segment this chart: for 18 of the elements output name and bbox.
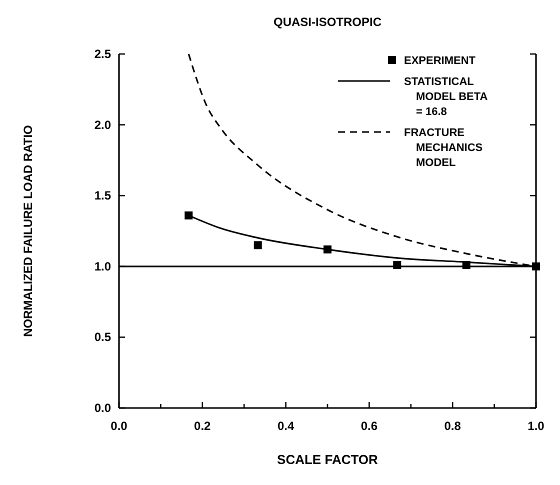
legend-label: STATISTICAL MODEL BETA = 16.8 bbox=[404, 76, 488, 118]
x-axis-title: SCALE FACTOR bbox=[277, 452, 379, 467]
legend-label: FRACTURE MECHANICS MODEL bbox=[404, 127, 483, 169]
x-tick-label: 0.4 bbox=[277, 419, 294, 433]
y-tick-label: 0.5 bbox=[94, 330, 112, 344]
y-tick-label: 2.0 bbox=[94, 118, 112, 132]
x-tick-label: 0.0 bbox=[110, 419, 128, 433]
chart-title: QUASI-ISOTROPIC bbox=[273, 15, 382, 29]
y-tick-label: 1.5 bbox=[94, 188, 112, 203]
y-tick-label: 0.0 bbox=[94, 401, 112, 415]
y-tick-label: 2.5 bbox=[94, 47, 112, 61]
y-axis-title: NORMALIZED FAILURE LOAD RATIO bbox=[21, 125, 35, 337]
x-tick-label: 0.8 bbox=[444, 419, 462, 433]
x-tick-label: 1.0 bbox=[528, 419, 545, 433]
legend-label: EXPERIMENT bbox=[404, 55, 476, 67]
y-tick-label: 1.0 bbox=[94, 259, 112, 274]
x-tick-label: 0.6 bbox=[360, 419, 378, 433]
x-tick-label: 0.2 bbox=[194, 419, 212, 433]
